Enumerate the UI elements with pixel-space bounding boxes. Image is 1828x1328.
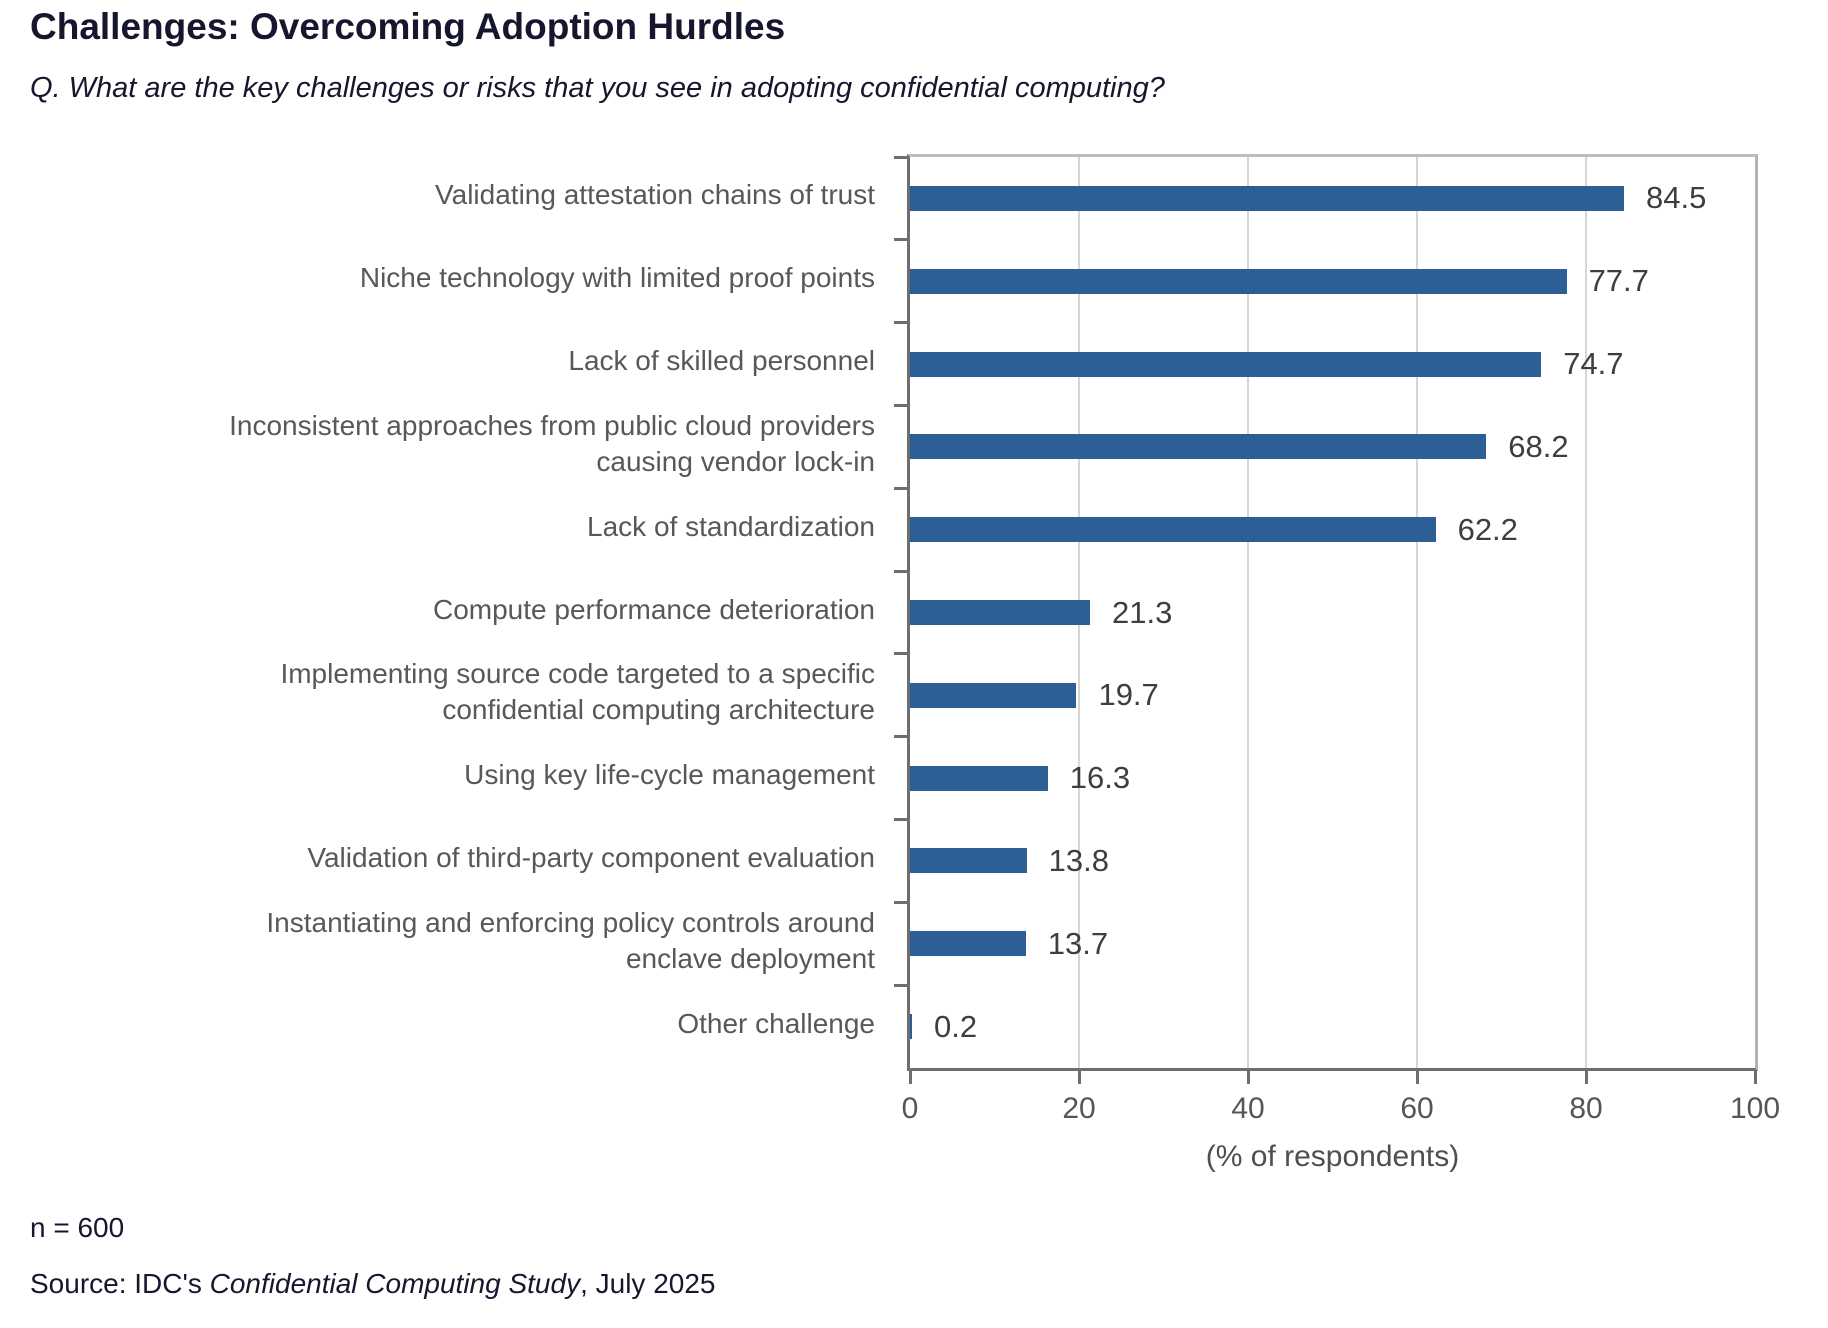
category-label: Using key life-cycle management (464, 759, 875, 791)
x-axis-tick (1753, 1071, 1757, 1084)
gridline (1585, 157, 1587, 1068)
source-study-title: Confidential Computing Study (209, 1268, 581, 1299)
category-axis-tick (894, 321, 907, 325)
category-axis-tick (894, 818, 907, 822)
bar-value-label: 19.7 (1098, 677, 1159, 713)
x-axis-tick (1415, 1071, 1419, 1084)
bar (910, 1014, 912, 1040)
bar (910, 931, 1026, 957)
category-label: Niche technology with limited proof poin… (359, 262, 875, 294)
bar-value-label: 68.2 (1508, 428, 1569, 464)
source-suffix: , July 2025 (580, 1268, 716, 1299)
x-tick-label: 60 (1400, 1092, 1434, 1125)
x-axis-tick (1584, 1071, 1588, 1084)
bar-value-label: 13.8 (1048, 842, 1109, 878)
bar (910, 351, 1542, 377)
category-label: Other challenge (677, 1007, 875, 1039)
category-axis-tick (894, 238, 907, 242)
category-label: Validation of third-party component eval… (307, 841, 875, 873)
x-axis-tick (908, 1071, 912, 1084)
sample-size: n = 600 (30, 1212, 125, 1243)
bar-value-label: 84.5 (1646, 180, 1707, 216)
bar (910, 268, 1567, 294)
bar-value-label: 16.3 (1069, 760, 1131, 796)
category-axis-tick (894, 486, 907, 490)
bar (910, 682, 1077, 708)
chart-question: Q. What are the key challenges or risks … (30, 72, 1165, 104)
bar (910, 765, 1048, 791)
gridline (1247, 157, 1249, 1068)
x-tick-label: 100 (1729, 1092, 1781, 1125)
category-axis-tick (894, 735, 907, 739)
category-label: Compute performance deterioration (432, 593, 875, 625)
x-tick-label: 40 (1231, 1092, 1265, 1125)
category-label: Validating attestation chains of trust (435, 179, 875, 211)
category-label: Inconsistent approaches from public clou… (229, 409, 875, 477)
gridline (1416, 157, 1418, 1068)
x-axis-title: (% of respondents) (1205, 1140, 1460, 1173)
category-label: Lack of standardization (587, 510, 875, 542)
bar (910, 848, 1027, 874)
bar-value-label: 0.2 (934, 1008, 978, 1044)
source-prefix: Source: IDC's (30, 1268, 210, 1299)
bar-value-label: 77.7 (1588, 263, 1649, 299)
plot-area: (% of respondents) 84.5 77.7 74.7 68.2 62.2 2… (894, 154, 1780, 1173)
x-tick-label: 20 (1062, 1092, 1096, 1125)
x-tick-label: 0 (901, 1092, 919, 1125)
category-axis-tick (894, 403, 907, 407)
category-axis-tick (894, 155, 907, 159)
category-axis-tick (894, 900, 907, 904)
bar (910, 517, 1436, 543)
bar (910, 600, 1090, 625)
category-axis-tick (894, 569, 907, 573)
x-axis-tick (1077, 1071, 1081, 1084)
chart-title: Challenges: Overcoming Adoption Hurdles (30, 6, 786, 47)
bar-value-label: 74.7 (1563, 346, 1624, 382)
source-note: Source: IDC's Confidential Computing Stu… (30, 1268, 716, 1300)
bar (910, 434, 1487, 460)
bar (910, 185, 1625, 211)
category-label: Lack of skilled personnel (568, 345, 875, 377)
x-tick-label: 80 (1569, 1092, 1603, 1125)
category-label: Implementing source code targeted to a s… (280, 658, 875, 726)
category-label: Instantiating and enforcing policy contr… (266, 906, 875, 974)
bar-value-label: 21.3 (1111, 594, 1173, 630)
category-axis-tick (894, 652, 907, 656)
x-axis-tick (1246, 1071, 1250, 1084)
category-axis-tick (894, 983, 907, 987)
bar-value-label: 62.2 (1457, 511, 1518, 547)
bar-value-label: 13.7 (1047, 925, 1109, 961)
